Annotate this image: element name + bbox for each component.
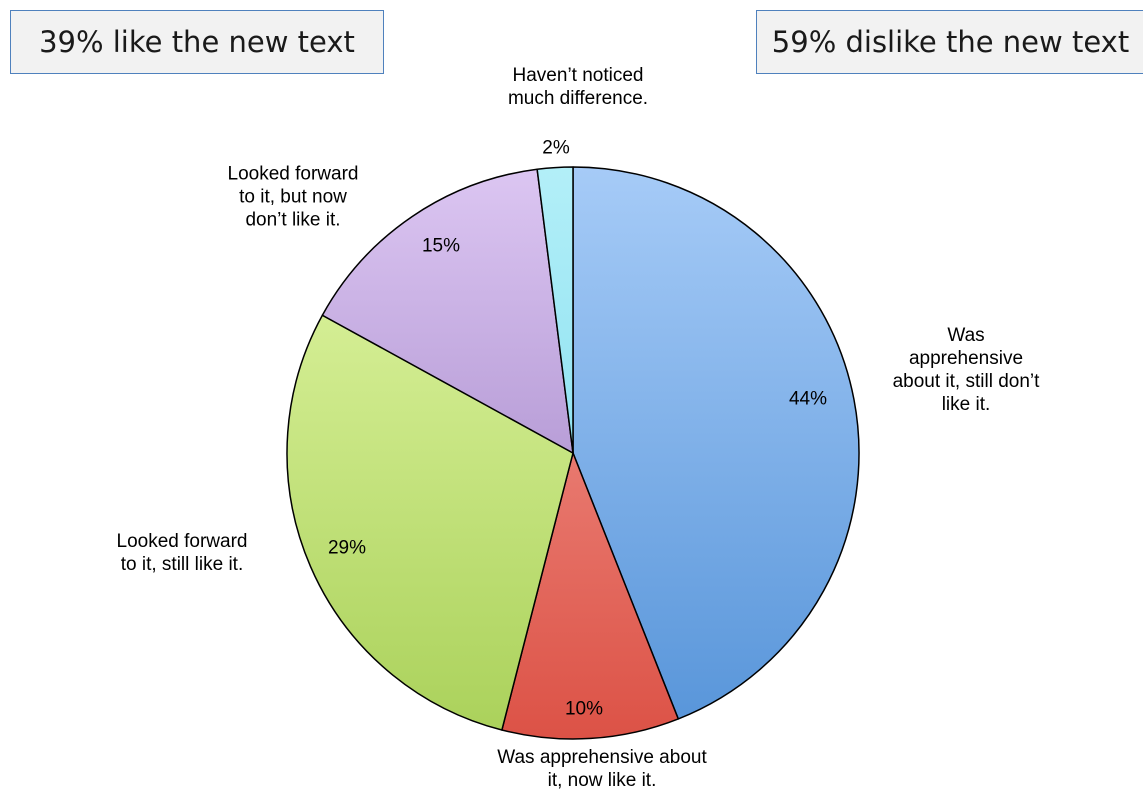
pie-slice xyxy=(536,166,574,454)
pie-slice xyxy=(501,452,680,740)
slice-category-label: Was apprehensive about it, still don’t like… xyxy=(893,325,1041,415)
slice-percent-label: 2% xyxy=(542,138,570,159)
slice-percent-label: 44% xyxy=(789,389,827,410)
pie-slice xyxy=(286,314,574,731)
pie-slice xyxy=(572,166,860,720)
slice-category-label: Was apprehensive about it, now like it. xyxy=(497,747,707,791)
slice-percent-label: 10% xyxy=(565,699,603,720)
slice-category-label: Haven’t noticed much difference. xyxy=(508,65,648,109)
dislike-summary-callout: 59% dislike the new text xyxy=(756,10,1143,74)
slice-category-label: Looked forward to it, but now don’t like i… xyxy=(228,164,359,231)
pie-slice xyxy=(321,168,574,454)
slice-percent-label: 15% xyxy=(422,236,460,257)
slice-percent-label: 29% xyxy=(328,538,366,559)
like-summary-callout: 39% like the new text xyxy=(10,10,384,74)
slice-category-label: Looked forward to it, still like it. xyxy=(117,531,248,575)
